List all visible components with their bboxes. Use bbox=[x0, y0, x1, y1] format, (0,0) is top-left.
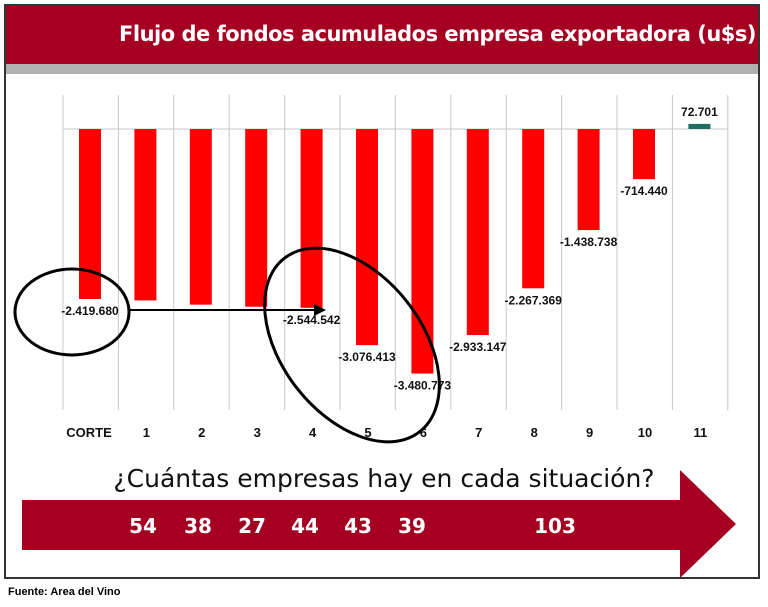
category-label: 8 bbox=[531, 425, 538, 440]
company-count: 54 bbox=[129, 514, 157, 538]
bar bbox=[688, 123, 711, 129]
bar bbox=[411, 129, 434, 374]
highlight-ellipse bbox=[13, 267, 131, 357]
bar bbox=[245, 129, 268, 307]
category-label: 9 bbox=[586, 425, 593, 440]
category-label: 1 bbox=[143, 425, 150, 440]
category-label: 10 bbox=[638, 425, 652, 440]
data-label: -2.933.147 bbox=[449, 340, 507, 354]
bar bbox=[79, 129, 101, 299]
bar bbox=[356, 129, 378, 346]
category-label: 7 bbox=[475, 425, 482, 440]
bar bbox=[577, 129, 600, 231]
data-label: 72.701 bbox=[681, 105, 718, 119]
source-note: Fuente: Area del Vino bbox=[8, 586, 121, 598]
frame bbox=[4, 4, 760, 579]
title-underline bbox=[6, 64, 758, 74]
company-count: 44 bbox=[291, 514, 319, 538]
company-count: 103 bbox=[534, 514, 576, 538]
data-label: -1.438.738 bbox=[560, 235, 618, 249]
bar bbox=[134, 129, 157, 301]
data-label: -714.440 bbox=[620, 184, 668, 198]
bar bbox=[633, 129, 655, 180]
category-label: 3 bbox=[254, 425, 261, 440]
data-label: -2.544.542 bbox=[283, 313, 341, 327]
arrow-head bbox=[314, 304, 326, 316]
title-bar bbox=[6, 6, 758, 64]
bar bbox=[466, 129, 489, 336]
company-count: 43 bbox=[344, 514, 372, 538]
category-label: CORTE bbox=[66, 425, 112, 440]
highlight-ellipse bbox=[263, 246, 441, 444]
category-label: 5 bbox=[364, 425, 371, 440]
data-label: -3.480.773 bbox=[394, 379, 452, 393]
company-count: 27 bbox=[238, 514, 266, 538]
company-count: 39 bbox=[398, 514, 426, 538]
data-label: -3.076.413 bbox=[338, 350, 396, 364]
chart-title: Flujo de fondos acumulados empresa expor… bbox=[119, 22, 756, 46]
data-label: -2.419.680 bbox=[61, 304, 119, 318]
bar bbox=[522, 129, 545, 289]
category-label: 2 bbox=[198, 425, 205, 440]
category-label: 4 bbox=[309, 425, 317, 440]
category-label: 11 bbox=[694, 425, 708, 440]
bar bbox=[300, 129, 323, 308]
company-count: 38 bbox=[184, 514, 212, 538]
question-text: ¿Cuántas empresas hay en cada situación? bbox=[113, 464, 655, 493]
banner-arrow bbox=[22, 470, 736, 578]
bar bbox=[189, 129, 212, 305]
data-label: -2.267.369 bbox=[505, 293, 563, 307]
category-label: 6 bbox=[420, 425, 427, 440]
